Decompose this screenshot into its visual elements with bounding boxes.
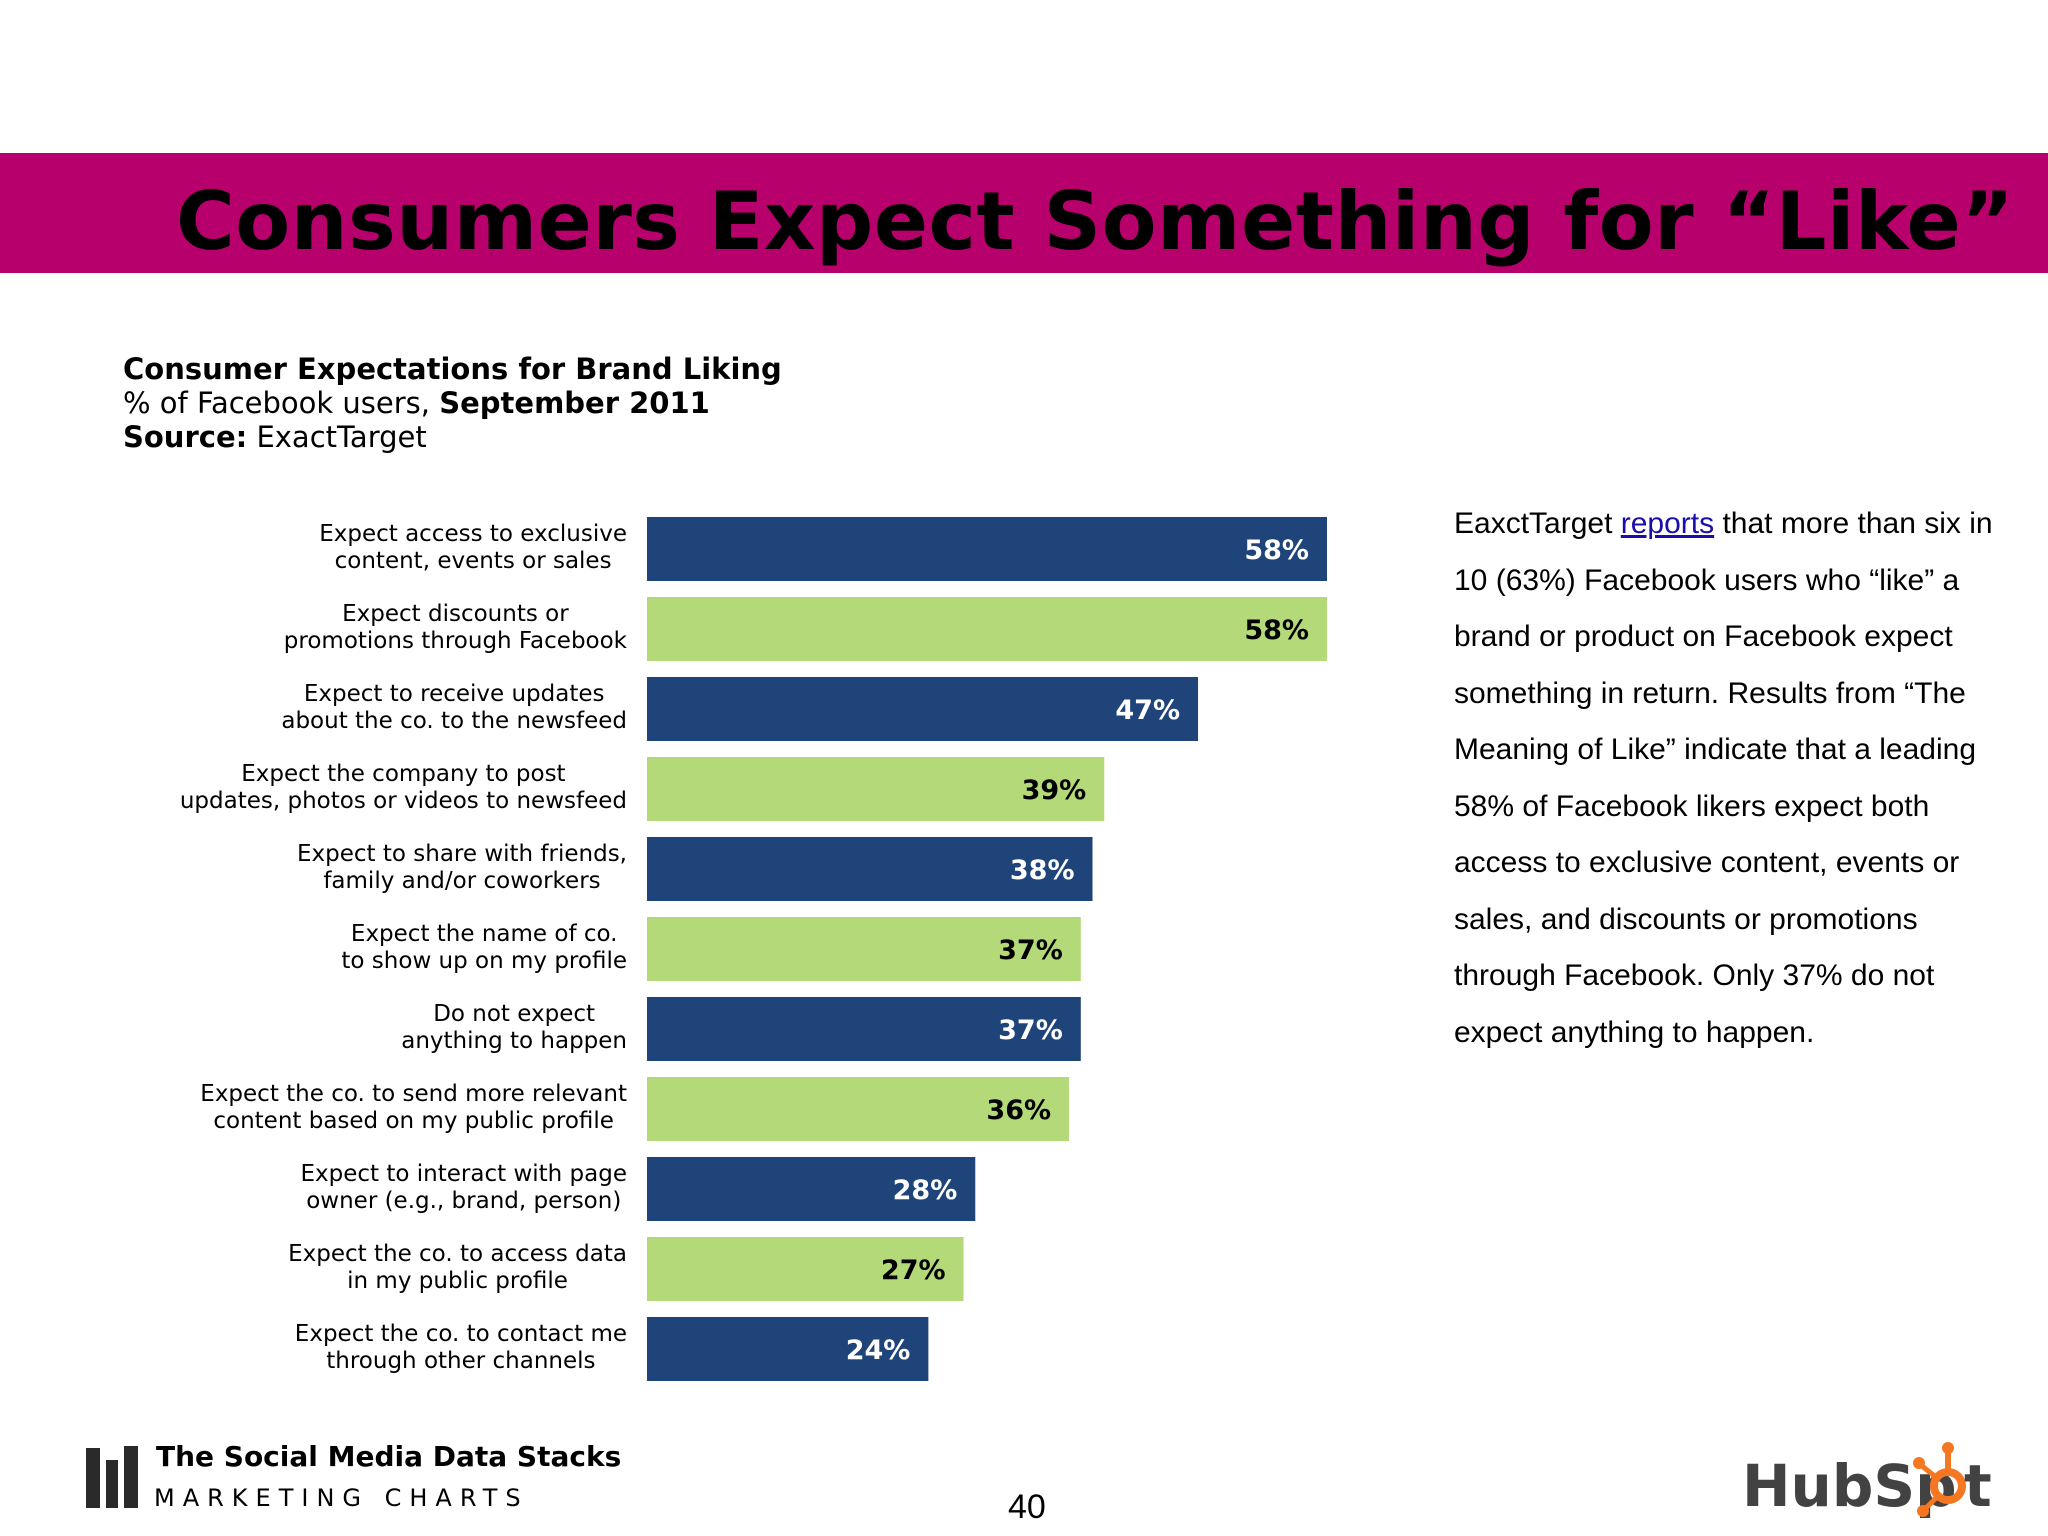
value-label-7: 37%	[998, 1015, 1063, 1046]
category-label-3: Expect to receive updates about the co. t…	[281, 681, 627, 734]
value-label-6: 37%	[998, 935, 1063, 966]
title-band	[0, 153, 2048, 273]
source-value: ExactTarget	[256, 420, 427, 454]
body-text-after-link: that more than six in 10 (63%) Facebook …	[1454, 507, 1993, 1049]
source-label: Source:	[123, 420, 248, 454]
hubspot-logo: HubSp t	[1742, 1442, 1992, 1520]
slide-title: Consumers Expect Something for “Like”	[176, 175, 2015, 268]
chart-title: Consumer Expectations for Brand Liking	[123, 352, 782, 386]
bar-1	[647, 517, 1327, 581]
bar-5	[647, 837, 1093, 901]
category-label-10: Expect the co. to access data in my publi…	[288, 1241, 627, 1294]
chart-subtitle: % of Facebook users, September 2011	[123, 386, 710, 420]
value-label-5: 38%	[1010, 855, 1075, 886]
hubspot-logo-text-end: t	[1964, 1452, 1992, 1520]
bar-4	[647, 757, 1105, 821]
bar-stack-icon	[86, 1446, 138, 1508]
bar-10	[647, 1237, 964, 1301]
value-label-9: 28%	[893, 1175, 958, 1206]
category-label-6: Expect the name of co. to show up on my p…	[341, 921, 627, 974]
footer-brand-title: The Social Media Data Stacks	[156, 1440, 622, 1473]
bar-7	[647, 997, 1081, 1061]
value-label-10: 27%	[881, 1255, 946, 1286]
chart-subtitle-prefix: % of Facebook users,	[123, 386, 431, 420]
category-label-5: Expect to share with friends, family and/…	[297, 841, 627, 894]
bar-9	[647, 1157, 976, 1221]
value-label-4: 39%	[1022, 775, 1087, 806]
bar-2	[647, 597, 1327, 661]
bar-11	[647, 1317, 929, 1381]
value-label-1: 58%	[1244, 535, 1309, 566]
bar-6	[647, 917, 1081, 981]
body-text-before-link: EaxctTarget	[1454, 507, 1621, 540]
category-label-11: Expect the co. to contact me through othe…	[295, 1321, 627, 1374]
sprocket-icon	[1913, 1442, 1966, 1517]
category-label-7: Do not expect anything to happen	[401, 1001, 627, 1054]
bar-8	[647, 1077, 1070, 1141]
value-label-8: 36%	[986, 1095, 1051, 1126]
bar-chart: 58% Expect access to exclusive content, ev…	[180, 517, 1327, 1381]
category-label-9: Expect to interact with page owner (e.g.,…	[301, 1161, 627, 1214]
reports-link[interactable]: reports	[1620, 507, 1715, 540]
page-number: 40	[1008, 1488, 1046, 1526]
chart-subtitle-date: September 2011	[439, 386, 710, 420]
body-paragraph: EaxctTarget reports that more than six i…	[1454, 496, 2014, 1061]
value-label-11: 24%	[846, 1335, 911, 1366]
footer-brand-subtitle: MARKETING CHARTS	[154, 1484, 529, 1512]
value-label-3: 47%	[1115, 695, 1180, 726]
category-label-1: Expect access to exclusive content, event…	[319, 521, 627, 574]
category-label-8: Expect the co. to send more relevant cont…	[200, 1081, 627, 1134]
chart-source: Source: ExactTarget	[123, 420, 427, 454]
category-label-2: Expect discounts or promotions through Fa…	[284, 601, 628, 654]
category-label-4: Expect the company to post updates, photo…	[180, 761, 627, 814]
bar-3	[647, 677, 1199, 741]
value-label-2: 58%	[1244, 615, 1309, 646]
